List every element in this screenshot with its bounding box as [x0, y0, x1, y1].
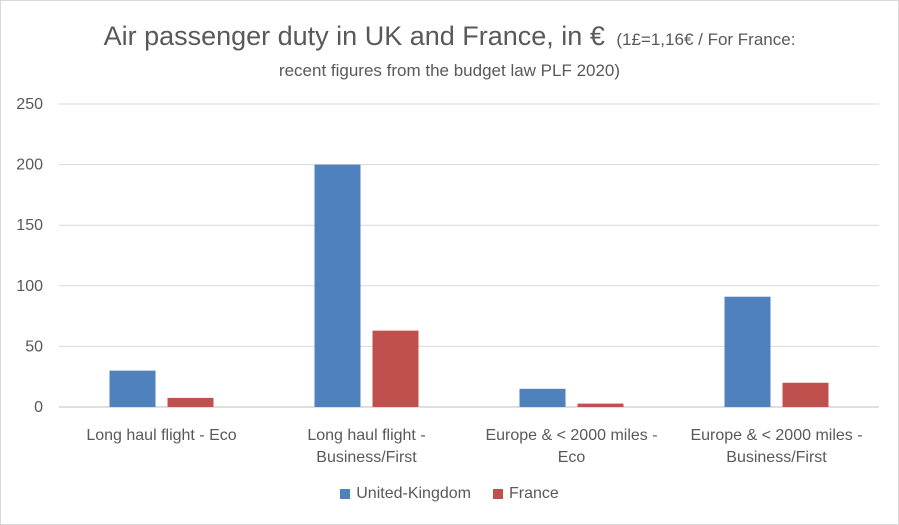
legend-label: France [508, 485, 559, 502]
bar-united-kingdom-1 [314, 164, 361, 407]
bar-france-2 [577, 403, 624, 407]
x-tick-label: Business/First [726, 449, 827, 466]
x-tick-label: Long haul flight - Eco [86, 427, 236, 444]
y-tick-label: 50 [25, 338, 43, 355]
chart-title-main: Air passenger duty in UK and France, in … [103, 21, 605, 51]
chart-title-line2: recent figures from the budget law PLF 2… [278, 61, 621, 80]
legend-item: United-Kingdom [340, 485, 471, 503]
y-tick-label: 100 [16, 278, 43, 295]
chart-legend: United-Kingdom France [1, 485, 898, 503]
y-tick-label: 0 [34, 399, 43, 416]
bar-united-kingdom-3 [724, 296, 771, 407]
legend-swatch [492, 489, 503, 499]
y-tick-label: 250 [16, 96, 43, 113]
x-tick-label: Business/First [316, 449, 417, 466]
bar-united-kingdom-2 [519, 388, 566, 407]
legend-label: United-Kingdom [356, 485, 471, 502]
chart-title: Air passenger duty in UK and France, in … [1, 19, 898, 83]
x-tick-label: Europe & < 2000 miles - [485, 427, 657, 444]
x-tick-label: Eco [558, 449, 586, 466]
legend-item: France [492, 485, 559, 503]
bar-france-3 [782, 382, 829, 407]
y-tick-label: 200 [16, 157, 43, 174]
y-tick-label: 150 [16, 217, 43, 234]
bar-france-0 [167, 397, 214, 407]
bar-united-kingdom-0 [109, 370, 156, 407]
legend-swatch [340, 489, 351, 499]
chart-title-note: (1£=1,16€ / For France: [616, 30, 796, 49]
bar-france-1 [372, 330, 419, 407]
x-tick-label: Europe & < 2000 miles - [690, 427, 862, 444]
x-tick-label: Long haul flight - [307, 427, 425, 444]
